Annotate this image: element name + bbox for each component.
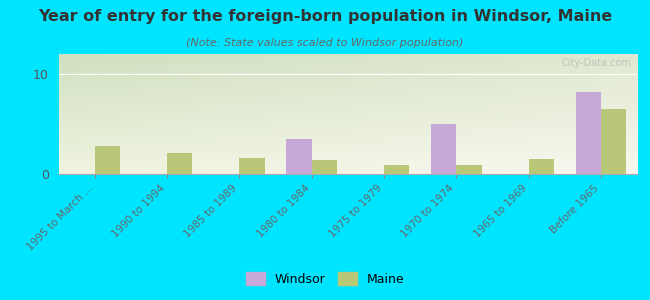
Bar <box>528 159 554 174</box>
Legend: Windsor, Maine: Windsor, Maine <box>240 267 410 291</box>
Text: Year of entry for the foreign-born population in Windsor, Maine: Year of entry for the foreign-born popul… <box>38 9 612 24</box>
Bar <box>286 139 311 174</box>
Bar <box>311 160 337 174</box>
Bar <box>601 109 626 174</box>
Bar <box>95 146 120 174</box>
Bar <box>575 92 601 174</box>
Bar <box>239 158 265 174</box>
Bar <box>456 165 482 174</box>
Bar <box>431 124 456 174</box>
Bar <box>167 153 192 174</box>
Text: (Note: State values scaled to Windsor population): (Note: State values scaled to Windsor po… <box>187 38 463 47</box>
Bar <box>384 165 410 174</box>
Text: City-Data.com: City-Data.com <box>562 58 631 68</box>
